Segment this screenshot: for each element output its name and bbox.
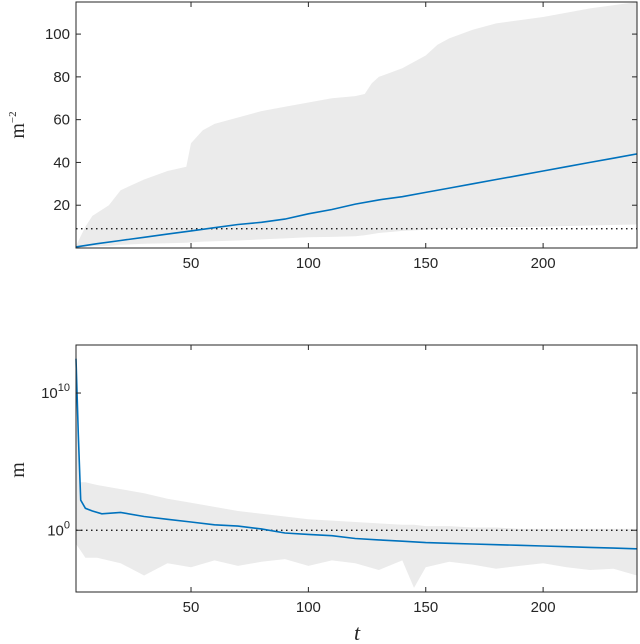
top-x-ticks: 50 100 150 200 (183, 2, 556, 272)
top-y-tick-label: 100 (45, 26, 70, 43)
top-y-tick-label: 20 (53, 197, 70, 214)
bottom-x-ticks: 50 100 150 200 (183, 345, 556, 616)
top-y-tick-label: 60 (53, 112, 70, 129)
chart-bottom: 50 100 150 200 100 1010 m t (7, 344, 638, 644)
top-axes-frame (75, 1, 638, 249)
top-y-ticks: 20 40 60 80 100 (45, 26, 637, 214)
bottom-axes-frame (75, 344, 638, 593)
bot-x-tick-label: 200 (531, 599, 556, 616)
bot-x-tick-label: 150 (413, 599, 438, 616)
bot-y-tick-label: 1010 (41, 382, 70, 402)
bottom-series-line (75, 358, 638, 550)
top-x-tick-label: 100 (296, 255, 321, 272)
chart-top: 50 100 150 200 20 40 60 80 100 m−2 (7, 1, 638, 272)
bottom-confidence-band (76, 379, 637, 588)
bottom-x-axis-label: t (354, 620, 361, 644)
bottom-y-ticks: 100 1010 (41, 382, 637, 539)
bottom-y-axis-label: m (7, 462, 29, 478)
top-y-tick-label: 80 (53, 69, 70, 86)
top-x-tick-label: 50 (183, 255, 200, 272)
top-confidence-band (76, 2, 637, 248)
bot-x-tick-label: 50 (183, 599, 200, 616)
top-y-axis-label: m−2 (7, 111, 29, 138)
top-x-tick-label: 200 (531, 255, 556, 272)
top-x-tick-label: 150 (413, 255, 438, 272)
top-series-line (75, 153, 638, 248)
top-y-tick-label: 40 (53, 154, 70, 171)
bot-x-tick-label: 100 (296, 599, 321, 616)
bot-y-tick-label: 100 (47, 519, 70, 539)
